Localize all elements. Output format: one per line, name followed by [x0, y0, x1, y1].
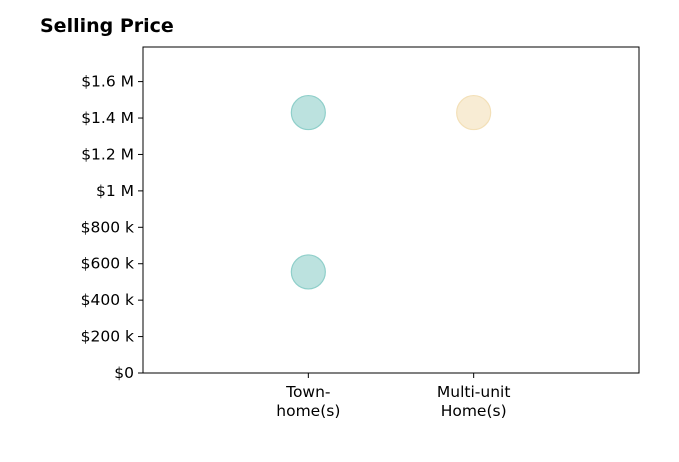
- y-tick-label: $600 k: [81, 255, 134, 273]
- x-tick-label: Multi-unit Home(s): [437, 383, 511, 420]
- x-axis: Town-home(s) Multi-unit Home(s): [276, 373, 510, 420]
- data-point: [290, 94, 326, 131]
- y-tick-label: $1.6 M: [81, 73, 134, 91]
- y-tick-label: $0: [114, 364, 134, 382]
- y-tick-label: $1.2 M: [81, 145, 134, 163]
- x-tick-label-line: Multi-unit: [437, 383, 511, 401]
- data-points: [290, 94, 492, 290]
- y-axis: $0 $200 k $400 k $600 k $800 k $1 M $1.2 M $1.4…: [81, 73, 143, 382]
- data-point: [456, 94, 492, 131]
- y-tick-label: $1 M: [96, 182, 134, 200]
- plot-frame: [142, 46, 640, 374]
- x-tick-label-line: home(s): [276, 402, 340, 420]
- chart-title: Selling Price: [40, 15, 174, 37]
- x-tick-label-line: Home(s): [441, 402, 507, 420]
- data-point: [290, 254, 326, 290]
- y-tick-label: $1.4 M: [81, 109, 134, 127]
- x-tick-label-line: Town-: [285, 383, 330, 401]
- x-tick-label: Town-home(s): [276, 383, 340, 420]
- y-tick-label: $800 k: [81, 218, 134, 236]
- y-tick-label: $400 k: [81, 291, 134, 309]
- y-tick-label: $200 k: [81, 328, 134, 346]
